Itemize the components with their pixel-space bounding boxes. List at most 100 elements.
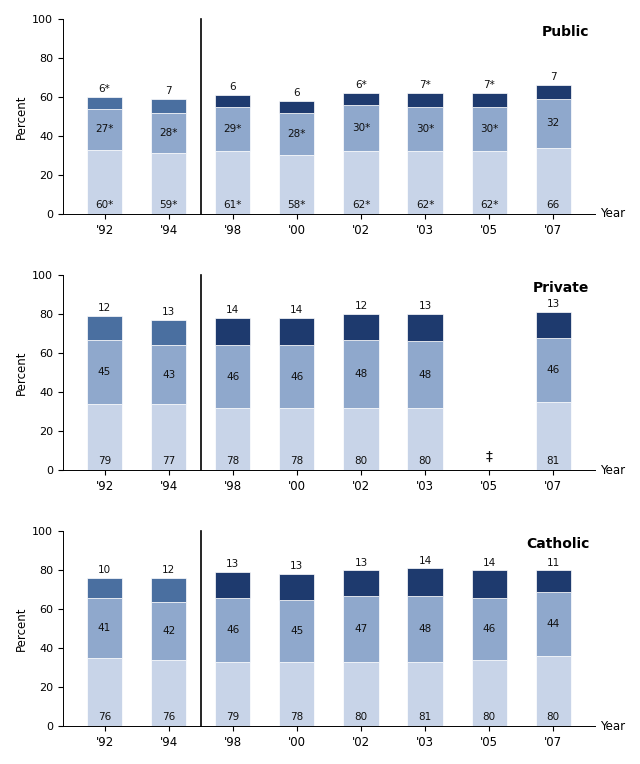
Text: 13: 13: [355, 558, 367, 568]
Text: 76: 76: [162, 712, 175, 723]
Bar: [408, 568, 443, 596]
Text: 7: 7: [550, 73, 557, 83]
Text: 6: 6: [230, 82, 236, 92]
Bar: [215, 318, 250, 345]
Bar: [215, 345, 250, 408]
Bar: [472, 597, 507, 660]
Text: 30*: 30*: [352, 123, 370, 133]
Bar: [151, 660, 186, 727]
Text: 12: 12: [98, 303, 111, 313]
Text: 42: 42: [162, 626, 175, 636]
Bar: [279, 575, 314, 600]
Text: 14: 14: [290, 305, 303, 316]
Bar: [87, 316, 122, 339]
Text: 80: 80: [547, 712, 560, 723]
Text: 27*: 27*: [95, 124, 114, 134]
Text: 46: 46: [226, 625, 239, 635]
Text: 46: 46: [290, 371, 303, 381]
Text: 62*: 62*: [480, 200, 499, 210]
Y-axis label: Percent: Percent: [15, 351, 28, 395]
Text: Year: Year: [600, 720, 625, 733]
Y-axis label: Percent: Percent: [15, 607, 28, 651]
Bar: [343, 93, 379, 105]
Text: 13: 13: [419, 301, 431, 311]
Text: 30*: 30*: [416, 124, 434, 134]
Bar: [408, 107, 443, 151]
Bar: [87, 108, 122, 150]
Bar: [536, 312, 571, 338]
Text: 29*: 29*: [223, 124, 242, 134]
Text: 28*: 28*: [159, 128, 178, 138]
Bar: [151, 601, 186, 660]
Text: 62*: 62*: [416, 200, 434, 210]
Text: 66: 66: [547, 200, 560, 210]
Bar: [536, 656, 571, 727]
Y-axis label: Percent: Percent: [15, 94, 28, 138]
Text: Year: Year: [600, 207, 625, 220]
Bar: [279, 345, 314, 408]
Bar: [279, 600, 314, 662]
Bar: [343, 105, 379, 151]
Text: 41: 41: [98, 623, 111, 633]
Text: 59*: 59*: [159, 200, 178, 210]
Text: 11: 11: [547, 558, 560, 568]
Text: 78: 78: [290, 456, 303, 466]
Bar: [343, 339, 379, 408]
Bar: [151, 578, 186, 601]
Bar: [151, 320, 186, 345]
Text: 14: 14: [226, 305, 239, 316]
Text: 48: 48: [419, 624, 431, 634]
Bar: [279, 101, 314, 112]
Text: 62*: 62*: [352, 200, 370, 210]
Text: 30*: 30*: [480, 124, 499, 134]
Text: 13: 13: [226, 559, 239, 569]
Bar: [87, 150, 122, 214]
Text: 45: 45: [290, 626, 303, 636]
Bar: [87, 658, 122, 727]
Text: 46: 46: [547, 364, 560, 374]
Bar: [343, 571, 379, 596]
Bar: [343, 314, 379, 339]
Bar: [343, 662, 379, 727]
Bar: [536, 402, 571, 470]
Bar: [279, 318, 314, 345]
Bar: [536, 86, 571, 99]
Text: 48: 48: [419, 370, 431, 380]
Bar: [87, 404, 122, 470]
Bar: [215, 151, 250, 214]
Text: 80: 80: [355, 456, 367, 466]
Bar: [472, 107, 507, 151]
Text: Year: Year: [600, 464, 625, 477]
Text: 80: 80: [419, 456, 431, 466]
Bar: [408, 662, 443, 727]
Bar: [408, 596, 443, 662]
Text: 7*: 7*: [483, 80, 495, 90]
Text: 46: 46: [483, 624, 496, 634]
Bar: [87, 597, 122, 658]
Text: 13: 13: [162, 307, 175, 317]
Bar: [215, 597, 250, 662]
Bar: [408, 342, 443, 408]
Text: ‡: ‡: [486, 450, 493, 465]
Bar: [279, 112, 314, 155]
Text: 46: 46: [226, 371, 239, 381]
Text: 14: 14: [419, 555, 431, 565]
Text: 6: 6: [294, 88, 300, 98]
Bar: [472, 93, 507, 107]
Text: 13: 13: [547, 299, 560, 309]
Text: 78: 78: [290, 712, 303, 723]
Bar: [408, 408, 443, 470]
Bar: [472, 660, 507, 727]
Text: 6*: 6*: [355, 80, 367, 90]
Text: 45: 45: [98, 367, 111, 377]
Bar: [279, 408, 314, 470]
Bar: [536, 147, 571, 214]
Text: 80: 80: [483, 712, 496, 723]
Bar: [151, 99, 186, 112]
Bar: [87, 339, 122, 404]
Text: 7: 7: [165, 86, 172, 96]
Bar: [536, 571, 571, 592]
Text: 14: 14: [483, 558, 496, 568]
Text: 79: 79: [98, 456, 111, 466]
Bar: [279, 662, 314, 727]
